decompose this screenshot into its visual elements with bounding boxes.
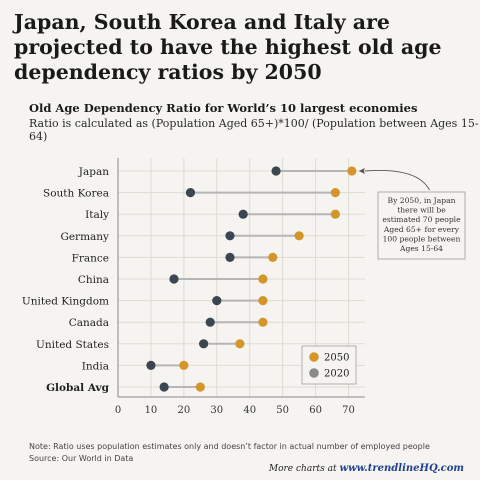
- legend-marker-2050: [309, 352, 319, 362]
- category-label: South Korea: [43, 188, 109, 200]
- annotation-text: estimated 70 people: [382, 215, 461, 224]
- x-tick-label: 60: [309, 405, 322, 416]
- annotation-text: Ages 15-64: [399, 244, 443, 253]
- legend-label-2050: 2050: [324, 353, 349, 364]
- point-2020: [159, 382, 169, 392]
- point-2050: [347, 166, 357, 176]
- point-2020: [146, 360, 156, 370]
- point-2020: [185, 188, 196, 198]
- annotation-text: Aged 65+ for every: [383, 225, 460, 234]
- annotation-text: By 2050, in Japan: [387, 196, 455, 205]
- point-2050: [179, 360, 189, 370]
- point-2050: [330, 188, 340, 198]
- category-label: Japan: [78, 166, 109, 178]
- annotation-text: 100 people between: [383, 234, 461, 243]
- point-2050: [258, 296, 268, 306]
- point-2020: [169, 274, 179, 284]
- point-2050: [294, 231, 304, 241]
- point-2020: [225, 252, 235, 262]
- x-tick-label: 30: [210, 405, 223, 416]
- category-label: China: [78, 274, 109, 286]
- category-label: Italy: [85, 209, 109, 221]
- point-2020: [238, 209, 248, 219]
- footnote-source: Source: Our World in Data: [29, 454, 134, 463]
- more-charts-label: More charts at: [268, 464, 337, 474]
- category-label: United Kingdom: [22, 296, 109, 308]
- category-label: Germany: [60, 231, 109, 243]
- point-2050: [330, 209, 340, 219]
- point-2020: [199, 339, 209, 349]
- legend-box: [301, 345, 357, 385]
- point-2020: [212, 296, 222, 306]
- point-2020: [225, 231, 235, 241]
- point-2050: [235, 339, 245, 349]
- x-tick-label: 50: [276, 405, 289, 416]
- footnote: Note: Ratio uses population estimates on…: [29, 441, 430, 465]
- footnote-note: Note: Ratio uses population estimates on…: [29, 442, 430, 451]
- x-tick-label: 40: [243, 405, 256, 416]
- category-label: Global Avg: [46, 382, 110, 394]
- chart-subtitle: Old Age Dependency Ratio for World’s 10 …: [29, 101, 418, 115]
- category-label: Canada: [69, 317, 109, 329]
- point-2050: [258, 274, 268, 284]
- more-charts-credit: More charts at www.trendlineHQ.com: [269, 463, 464, 474]
- point-2050: [268, 252, 278, 262]
- point-2020: [205, 317, 215, 327]
- point-2050: [258, 317, 268, 327]
- annotation-box: [377, 191, 466, 260]
- legend-marker-2020: [309, 368, 319, 378]
- x-tick-label: 70: [342, 405, 355, 416]
- legend-label-2020: 2020: [324, 369, 349, 380]
- category-label: United States: [36, 339, 109, 351]
- category-label: India: [82, 360, 109, 372]
- annotation-arrow: [364, 169, 430, 191]
- point-2050: [195, 382, 205, 392]
- x-tick-label: 20: [177, 405, 190, 416]
- x-tick-label: 0: [115, 405, 121, 416]
- point-2020: [271, 166, 281, 176]
- chart-title: Japan, South Korea and Italy are project…: [14, 10, 442, 84]
- category-label: France: [72, 252, 109, 264]
- annotation-text: there will be: [397, 206, 446, 215]
- more-charts-link[interactable]: www.trendlineHQ.com: [339, 463, 464, 474]
- chart-subnote: Ratio is calculated as (Population Aged …: [29, 117, 479, 143]
- x-tick-label: 10: [145, 405, 158, 416]
- annotation-arrowhead: [358, 168, 365, 174]
